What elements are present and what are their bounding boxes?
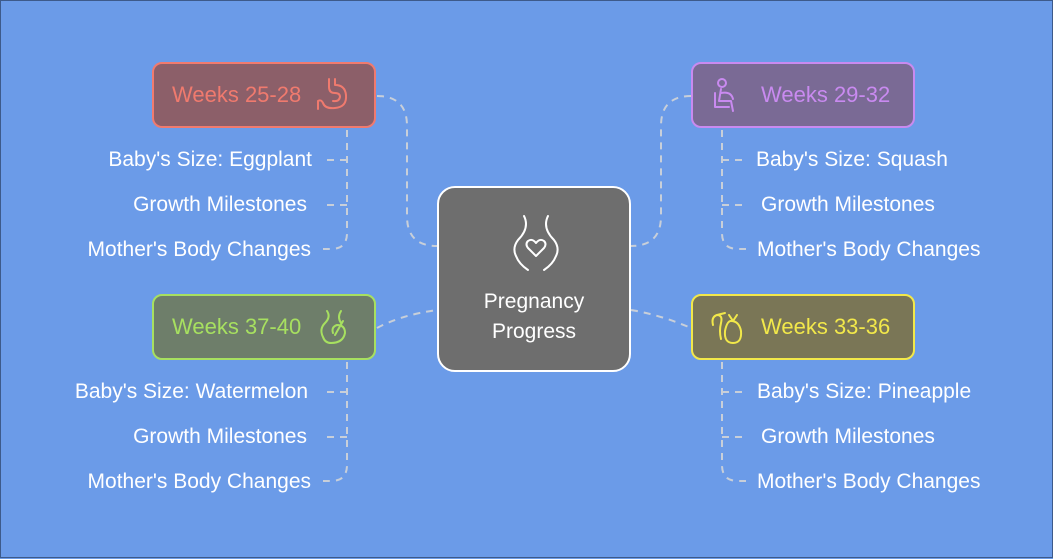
phase-weeks-25-28: Weeks 25-28 [152,62,376,128]
phase-weeks-37-40: Weeks 37-40 [152,294,376,360]
connector-bottom-right [630,309,692,329]
tree-bottom-left [323,362,348,482]
pregnant-belly-heart-icon [510,212,562,279]
list-item: Baby's Size: Squash [756,148,948,171]
pregnant-woman-icon [315,309,351,345]
phase-title: Weeks 37-40 [172,314,302,339]
connector-top-left [376,95,438,247]
phase-weeks-29-32: Weeks 29-32 [691,62,915,128]
phase-title: Weeks 25-28 [172,82,302,107]
list-item: Mother's Body Changes [757,238,981,261]
phase-title: Weeks 29-32 [761,82,891,107]
list-item: Mother's Body Changes [87,238,311,261]
center-node: Pregnancy Progress [437,186,631,372]
connector-bottom-left [376,309,438,329]
list-item: Mother's Body Changes [757,470,981,493]
stork-bundle-icon [709,309,745,345]
list-item: Growth Milestones [133,425,307,448]
connector-top-right [630,95,692,247]
list-item: Growth Milestones [133,193,307,216]
tree-top-right [721,130,746,250]
phase-title: Weeks 33-36 [761,314,891,339]
center-title: Pregnancy Progress [483,290,585,343]
tree-bottom-right [721,362,746,482]
stomach-icon [315,77,351,113]
tree-top-left [323,130,348,250]
list-item: Growth Milestones [761,193,935,216]
phase-weeks-33-36: Weeks 33-36 [691,294,915,360]
list-item: Baby's Size: Pineapple [757,380,972,403]
list-item: Baby's Size: Watermelon [74,380,308,403]
list-item: Mother's Body Changes [87,470,311,493]
list-item: Growth Milestones [761,425,935,448]
seated-person-icon [709,77,745,113]
list-item: Baby's Size: Eggplant [108,148,312,171]
